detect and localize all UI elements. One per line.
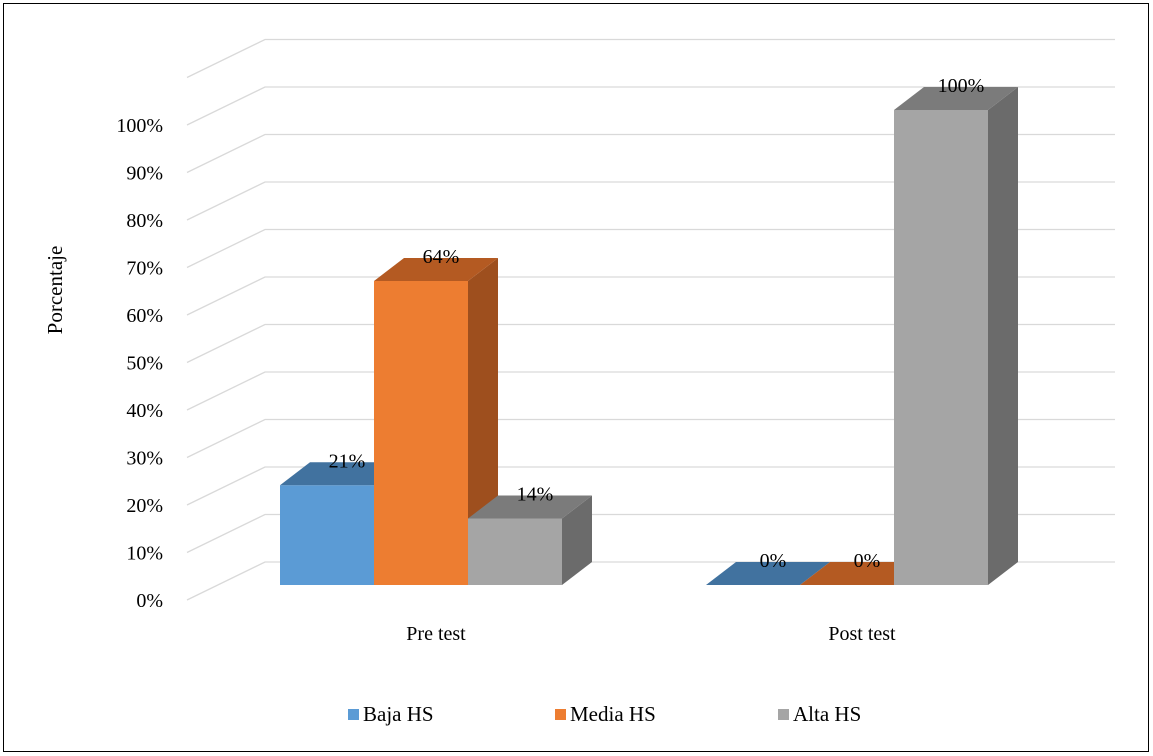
gridline: [186, 418, 1115, 459]
data-label: 100%: [938, 75, 985, 97]
legend-swatch: [555, 709, 566, 720]
legend-swatch: [348, 709, 359, 720]
y-tick-label: 30%: [126, 448, 163, 470]
y-tick-label: 100%: [116, 115, 163, 137]
y-tick-label: 80%: [126, 210, 163, 232]
y-tick-label: 40%: [126, 400, 163, 422]
data-label: 21%: [329, 450, 366, 472]
bar: [706, 562, 830, 585]
y-tick-label: 10%: [126, 543, 163, 565]
bar-top: [374, 258, 498, 281]
bar-top: [280, 462, 404, 486]
gridline: [186, 371, 1115, 411]
gridline: [186, 38, 1115, 79]
bar-top: [894, 87, 1018, 110]
bar-top: [706, 562, 830, 585]
y-axis-ticks: 0% 10% 20% 30% 40% 50% 60% 70% 80% 90% 100%: [116, 115, 163, 612]
bar-front: [468, 518, 562, 585]
legend-label: Alta HS: [793, 702, 862, 726]
bar: [800, 562, 924, 585]
bar-side: [562, 495, 592, 585]
x-category-label: Post test: [828, 623, 896, 645]
y-tick-label: 60%: [126, 305, 163, 327]
data-label: 0%: [854, 550, 881, 572]
bar-top: [800, 562, 924, 585]
bar-side: [988, 87, 1018, 585]
bar-front: [374, 281, 468, 585]
y-tick-label: 0%: [136, 590, 163, 612]
bar-top: [468, 495, 592, 519]
y-tick-label: 50%: [126, 353, 163, 375]
gridline: [186, 133, 1115, 174]
legend-swatch: [778, 709, 789, 720]
gridline: [186, 513, 1115, 554]
legend-label: Media HS: [570, 702, 656, 726]
chart-frame: [3, 3, 1149, 752]
bar-front: [894, 110, 988, 585]
data-label: 0%: [760, 550, 787, 572]
legend: Baja HS Media HS Alta HS: [0, 702, 1153, 732]
gridline: [186, 276, 1115, 316]
legend-item: Baja HS: [348, 702, 434, 727]
y-tick-label: 90%: [126, 163, 163, 185]
bar-chart-3d: 0% 10% 20% 30% 40% 50% 60% 70% 80% 90% 100% Porcen…: [43, 38, 1115, 645]
bar-front: [280, 485, 374, 585]
x-axis-categories: Pre test Post test: [406, 623, 896, 645]
y-tick-label: 70%: [126, 258, 163, 280]
gridline: [186, 466, 1115, 506]
bar: [468, 495, 592, 585]
data-label: 14%: [517, 484, 554, 506]
data-label: 64%: [423, 246, 460, 268]
legend-label: Baja HS: [363, 702, 434, 726]
gridline: [186, 323, 1115, 364]
bars: [280, 87, 1018, 585]
gridline: [186, 228, 1115, 269]
gridline: [186, 86, 1115, 126]
legend-item: Media HS: [555, 702, 656, 727]
bar: [894, 87, 1018, 585]
x-category-label: Pre test: [406, 623, 466, 645]
y-tick-label: 20%: [126, 495, 163, 517]
data-labels: 21% 0% 64% 0% 14% 100%: [329, 75, 985, 572]
gridline: [186, 181, 1115, 221]
y-axis-label: Porcentaje: [43, 246, 67, 335]
legend-item: Alta HS: [778, 702, 861, 727]
